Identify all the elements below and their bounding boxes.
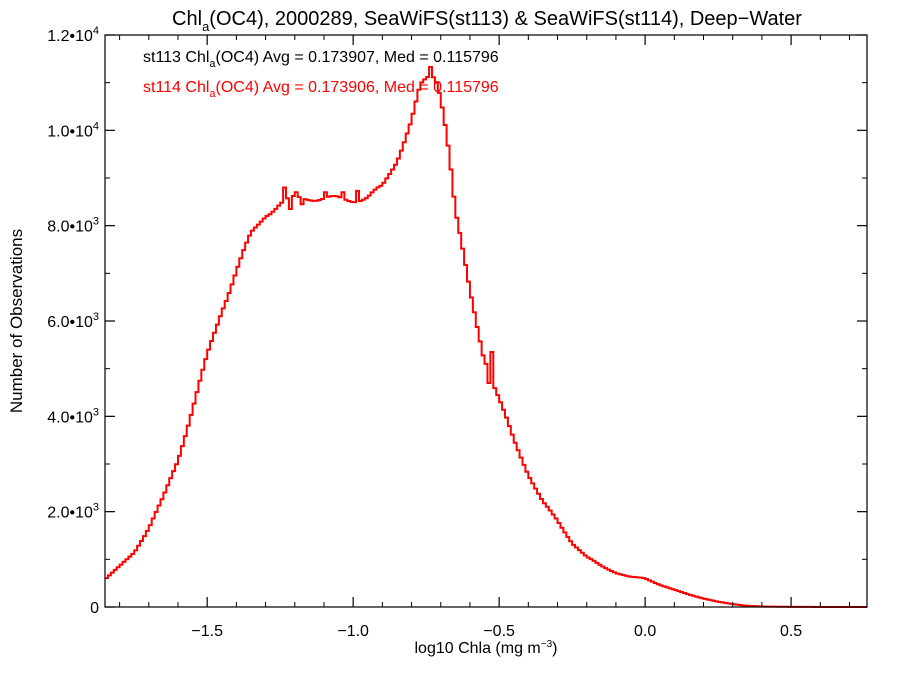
x-tick-label: 0.5 xyxy=(780,623,802,640)
legend-entry-st113: st113 Chla(OC4) Avg = 0.173907, Med = 0.… xyxy=(143,49,499,70)
x-axis-label-main: log10 Chla (mg m xyxy=(414,640,540,657)
legend: st113 Chla(OC4) Avg = 0.173907, Med = 0.… xyxy=(143,49,499,100)
x-axis-ticks: −1.5 −1.0 −0.5 0.0 0.5 xyxy=(119,35,850,640)
y-tick-label: 1.0•104 xyxy=(47,120,99,140)
y-axis-ticks: 0 2.0•103 4.0•103 6.0•103 8.0•103 1.0•104 1.2•… xyxy=(47,25,867,617)
plot-area xyxy=(105,65,867,608)
x-tick-label: −1.0 xyxy=(337,623,369,640)
y-tick-label: 2.0•103 xyxy=(47,502,99,522)
x-tick-label: 0.0 xyxy=(634,623,656,640)
y-tick-label: 8.0•103 xyxy=(47,216,99,236)
x-tick-label: −1.5 xyxy=(191,623,223,640)
y-axis-label: Number of Observations xyxy=(7,229,26,413)
chart-title-prefix: Chl xyxy=(172,8,202,30)
y-tick-label: 6.0•103 xyxy=(47,311,99,331)
x-axis-label-close: ) xyxy=(552,640,557,657)
histogram-series-line xyxy=(105,65,867,608)
legend-entry-st114: st114 Chla(OC4) Avg = 0.173906, Med = 0.… xyxy=(143,79,499,100)
y-tick-label: 4.0•103 xyxy=(47,406,99,426)
x-axis-label: log10 Chla (mg m−3) xyxy=(414,639,557,657)
y-tick-label: 1.2•104 xyxy=(47,25,99,45)
chart-title-suffix: (OC4), 2000289, SeaWiFS(st113) & SeaWiFS… xyxy=(209,8,802,30)
chart-title: Chla(OC4), 2000289, SeaWiFS(st113) & Sea… xyxy=(172,8,802,34)
chart-title-subscript: a xyxy=(202,19,210,34)
y-tick-label: 0 xyxy=(90,600,99,617)
x-tick-label: −0.5 xyxy=(483,623,515,640)
x-axis-label-superscript: −3 xyxy=(541,639,553,650)
